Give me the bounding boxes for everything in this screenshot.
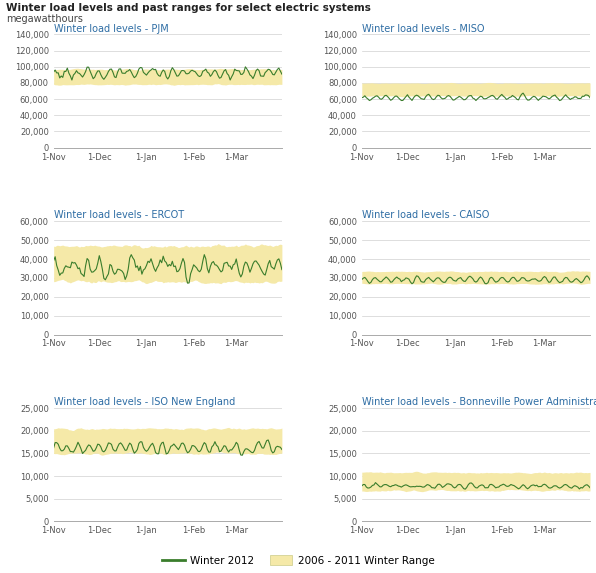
Text: Winter load levels - MISO: Winter load levels - MISO: [362, 23, 485, 34]
Text: Winter load levels and past ranges for select electric systems: Winter load levels and past ranges for s…: [6, 3, 371, 13]
Text: Winter load levels - PJM: Winter load levels - PJM: [54, 23, 169, 34]
Text: Winter load levels - ISO New England: Winter load levels - ISO New England: [54, 398, 235, 407]
Text: Winter load levels - Bonneville Power Administration: Winter load levels - Bonneville Power Ad…: [362, 398, 596, 407]
Text: Winter load levels - ERCOT: Winter load levels - ERCOT: [54, 210, 184, 221]
Text: Winter load levels - CAISO: Winter load levels - CAISO: [362, 210, 489, 221]
Text: megawatthours: megawatthours: [6, 14, 83, 24]
Legend: Winter 2012, 2006 - 2011 Winter Range: Winter 2012, 2006 - 2011 Winter Range: [160, 554, 436, 568]
